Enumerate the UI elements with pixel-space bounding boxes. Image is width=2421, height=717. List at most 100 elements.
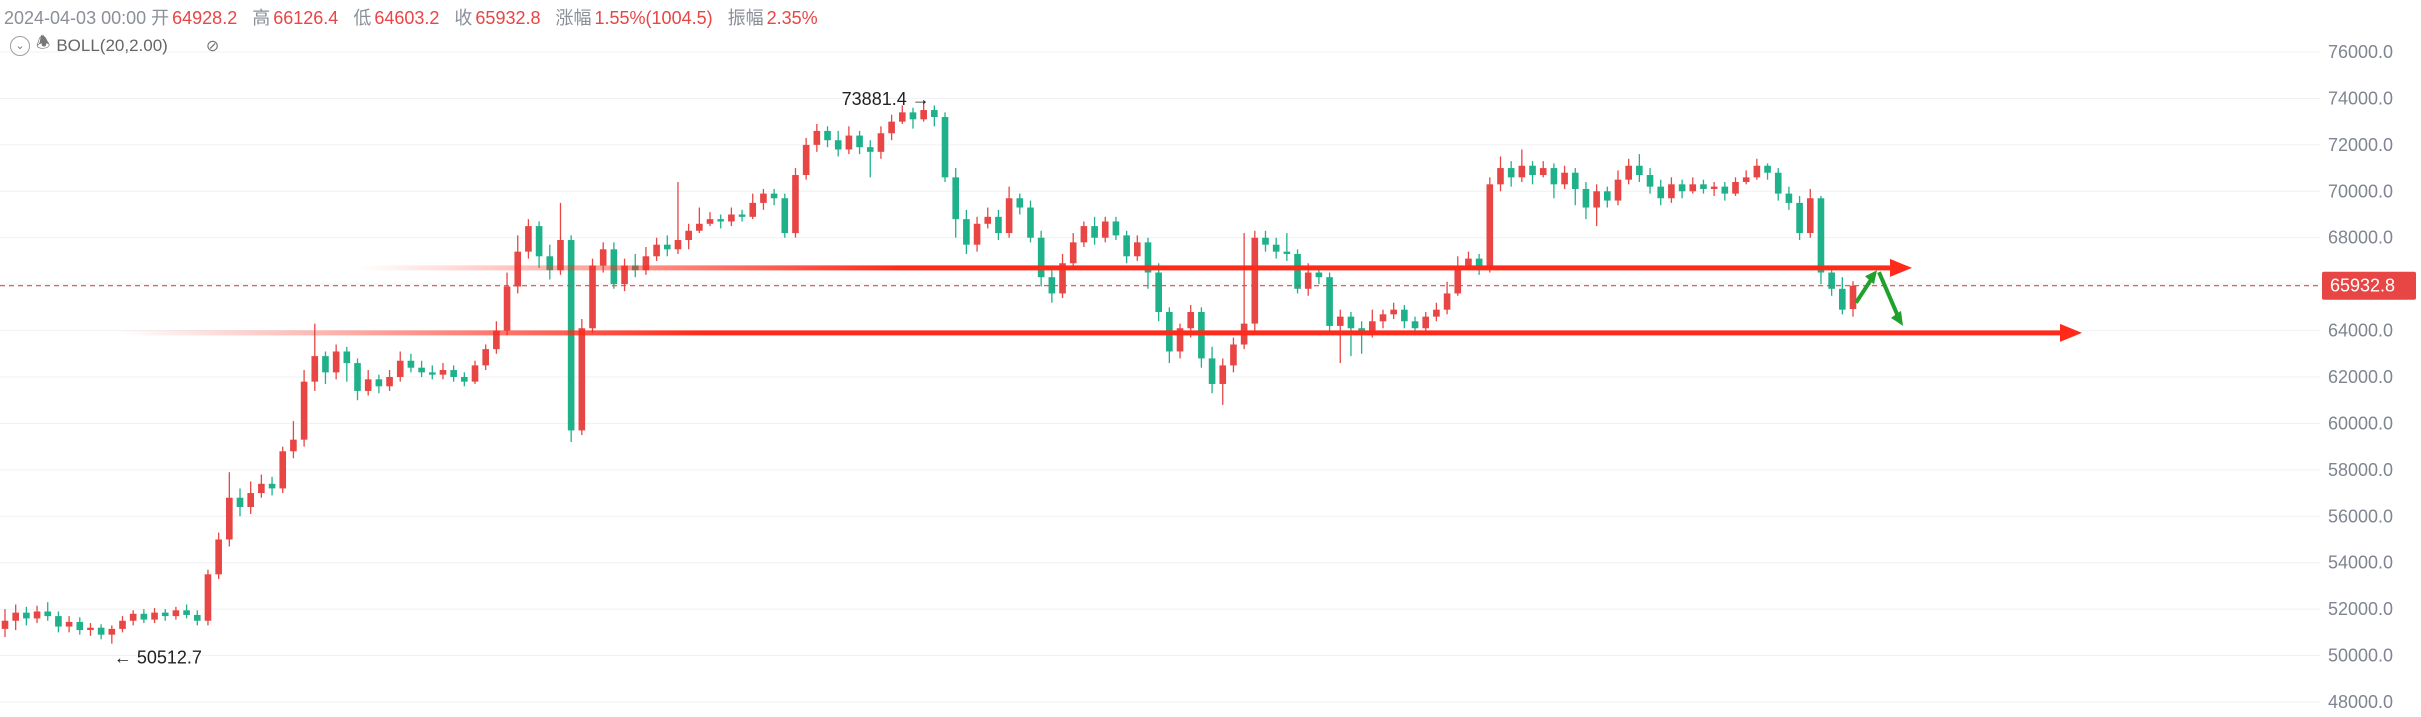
candle-body bbox=[984, 216, 992, 224]
candle-body bbox=[706, 219, 714, 224]
candle-body bbox=[1315, 272, 1323, 278]
high-value: 66126.4 bbox=[273, 8, 339, 28]
candle-body bbox=[300, 381, 308, 440]
candle-body bbox=[108, 628, 116, 635]
candle-body bbox=[364, 379, 372, 391]
amplitude-value: 2.35% bbox=[766, 8, 818, 28]
candle-body bbox=[1187, 312, 1195, 329]
candle-body bbox=[226, 497, 233, 540]
candle-body bbox=[1123, 235, 1130, 257]
candle-body bbox=[1806, 198, 1814, 234]
close-label: 收 bbox=[454, 8, 473, 28]
candle-body bbox=[1433, 309, 1440, 317]
candle-body bbox=[1742, 177, 1750, 182]
candle-body bbox=[599, 249, 607, 266]
candle-body bbox=[1272, 244, 1280, 252]
indicator-name: BOLL(20,2.00) bbox=[56, 35, 168, 55]
candle-body bbox=[1614, 179, 1622, 201]
candle-body bbox=[973, 223, 981, 245]
candle-body bbox=[685, 230, 692, 241]
chevron-down-icon[interactable]: ⌄ bbox=[10, 35, 30, 56]
candle-body bbox=[1347, 316, 1355, 329]
y-tick-label: 62000.0 bbox=[2328, 367, 2393, 387]
candle-body bbox=[1219, 365, 1227, 384]
candle-body bbox=[396, 360, 404, 377]
y-tick-label: 52000.0 bbox=[2328, 599, 2393, 619]
current-price-badge bbox=[2322, 271, 2416, 300]
candle-body bbox=[1401, 309, 1408, 322]
candle-body bbox=[1005, 198, 1013, 234]
candle-body bbox=[535, 226, 543, 257]
candle-body bbox=[1604, 191, 1611, 201]
candle-body bbox=[1636, 165, 1643, 176]
candle-body bbox=[898, 112, 906, 122]
projection-down-head bbox=[1891, 310, 1903, 326]
candle-body bbox=[1839, 288, 1846, 310]
candle-body bbox=[1774, 172, 1782, 194]
candle-body bbox=[824, 130, 831, 141]
candle-body bbox=[1625, 165, 1632, 180]
candle-body bbox=[1721, 186, 1729, 194]
candle-body bbox=[1700, 184, 1707, 189]
y-tick-label: 74000.0 bbox=[2328, 88, 2393, 108]
candle-body bbox=[33, 611, 41, 619]
header-date: 2024-04-03 00:00 bbox=[4, 8, 147, 28]
candle-body bbox=[653, 244, 660, 257]
candle-body bbox=[845, 135, 853, 150]
candle-body bbox=[546, 256, 554, 271]
y-tick-label: 58000.0 bbox=[2328, 460, 2393, 480]
low-value: 64603.2 bbox=[374, 8, 440, 28]
candle-body bbox=[1251, 237, 1259, 324]
candle-body bbox=[866, 147, 874, 152]
candle-body bbox=[418, 367, 425, 373]
candle-body bbox=[1390, 309, 1397, 315]
y-tick-label: 60000.0 bbox=[2328, 413, 2393, 433]
candle-body bbox=[1550, 168, 1558, 185]
bell-icon[interactable]: 🕭 bbox=[36, 35, 51, 52]
candle-body bbox=[1230, 344, 1237, 366]
candle-body bbox=[557, 240, 564, 271]
candle-body bbox=[1561, 172, 1568, 185]
candle-body bbox=[1336, 316, 1344, 326]
support-arrowhead bbox=[2060, 323, 2082, 342]
high-label: 高 bbox=[252, 8, 271, 28]
candle-body bbox=[963, 219, 970, 245]
candle-body bbox=[1048, 277, 1056, 294]
candle-body bbox=[1144, 242, 1152, 273]
change-label: 涨幅 bbox=[555, 8, 592, 28]
candle-body bbox=[1326, 277, 1333, 326]
candle-body bbox=[343, 351, 351, 364]
price-axis: 48000.0 50000.0 52000.0 54000.0 56000.0 58000… bbox=[2322, 42, 2416, 712]
projection-down-arrow bbox=[1877, 271, 1902, 322]
candle-body bbox=[129, 613, 137, 621]
y-tick-label: 70000.0 bbox=[2328, 181, 2393, 201]
candle-body bbox=[802, 144, 810, 176]
candle-body bbox=[1208, 358, 1216, 384]
close-value: 65932.8 bbox=[475, 8, 541, 28]
candle-body bbox=[279, 451, 287, 489]
eye-hidden-icon[interactable]: ⊘ bbox=[205, 37, 220, 55]
candle-body bbox=[1785, 193, 1793, 203]
candle-body bbox=[1764, 165, 1771, 173]
candle-body bbox=[1411, 321, 1419, 329]
candle-body bbox=[1016, 198, 1024, 208]
projection-up-head bbox=[1865, 270, 1877, 285]
candle-body bbox=[258, 483, 265, 494]
y-tick-label: 72000.0 bbox=[2328, 135, 2393, 155]
candle-body bbox=[642, 256, 650, 271]
high-marker-label: 73881.4 → bbox=[842, 89, 930, 109]
candle-body bbox=[1059, 263, 1066, 294]
candle-body bbox=[1796, 202, 1803, 234]
support-line bbox=[120, 330, 2070, 336]
candle-body bbox=[55, 616, 62, 627]
candle-body bbox=[1753, 165, 1761, 178]
y-tick-label: 50000.0 bbox=[2328, 646, 2393, 666]
candle-body bbox=[770, 193, 778, 199]
candle-body bbox=[236, 497, 244, 507]
candle-body bbox=[738, 214, 746, 217]
candle-body bbox=[749, 202, 757, 217]
candle-body bbox=[97, 627, 105, 635]
candle-body bbox=[1080, 226, 1088, 243]
